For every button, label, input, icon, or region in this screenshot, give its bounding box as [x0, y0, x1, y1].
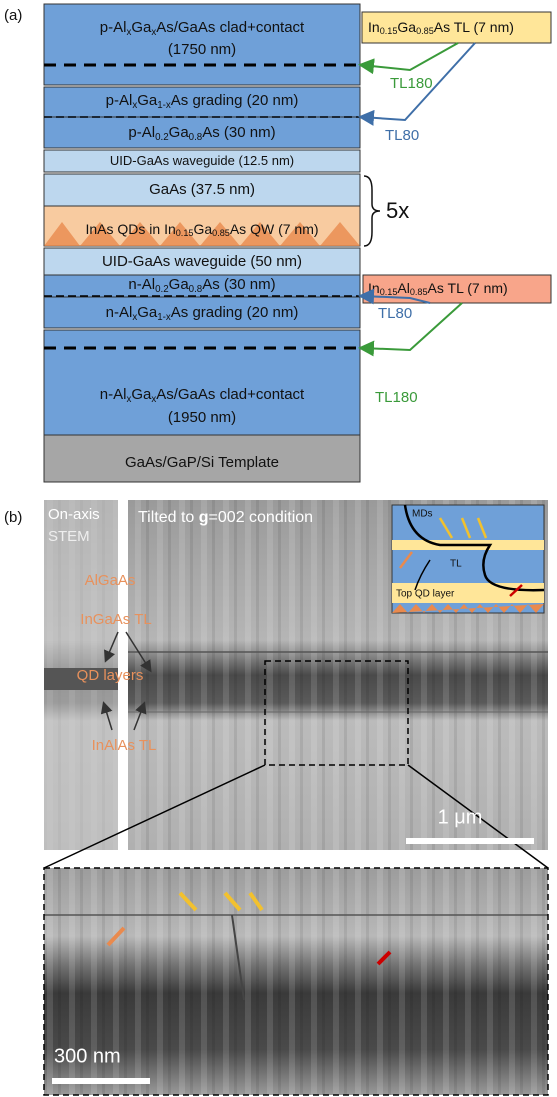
text-run: As QW (7 nm) [230, 221, 319, 237]
text-run: Ga [397, 19, 416, 35]
text-run: Ga [131, 386, 152, 403]
repeat-label: 5x [386, 198, 409, 223]
text-run: Tilted to [138, 509, 199, 526]
layer-label: (1750 nm) [168, 41, 236, 58]
figure: (a) p-AlxGaxAs/GaAs clad+contact (1750 n… [0, 0, 557, 1097]
tl-label: TL180 [375, 389, 418, 406]
text-run: Ga [169, 124, 190, 141]
layer-label: GaAs (37.5 nm) [149, 181, 255, 198]
text-run: 0.85 [410, 287, 428, 297]
text-run: As TL (7 nm) [428, 280, 508, 296]
layer-label: GaAs/GaP/Si Template [125, 454, 279, 471]
text-run: 0.8 [189, 284, 203, 295]
text-run: p-Al [106, 92, 133, 109]
tl-label: TL180 [390, 75, 433, 92]
scale-bar-label: 1 μm [438, 806, 483, 828]
text-run: As grading (20 nm) [171, 92, 299, 109]
inset-label: TL [450, 559, 462, 570]
text-run: As grading (20 nm) [171, 304, 299, 321]
panel-label: (b) [4, 509, 22, 526]
image-label: InAlAs TL [92, 737, 157, 754]
arrow [362, 43, 458, 70]
text-run: Ga [131, 19, 152, 36]
text-run: p-Al [100, 19, 127, 36]
text-run: 1-x [157, 312, 171, 323]
text-run: Al [397, 280, 409, 296]
text-run: 0.85 [416, 26, 434, 36]
layer-label: UID-GaAs waveguide (12.5 nm) [110, 153, 294, 168]
text-run: InAs QDs in In [85, 221, 175, 237]
brace [364, 176, 380, 246]
image-label: On-axis [48, 506, 100, 523]
text-run: As (30 nm) [202, 276, 275, 293]
layer-label: (1950 nm) [168, 409, 236, 426]
text-run: As/GaAs clad+contact [156, 386, 305, 403]
image-label: STEM [48, 528, 90, 545]
tl-label: TL80 [385, 127, 419, 144]
layer-label: p-AlxGaxAs/GaAs clad+contact [100, 19, 305, 38]
text-run: 1-x [157, 100, 171, 111]
inset-label: Top QD layer [396, 589, 455, 600]
text-run: n-Al [100, 386, 127, 403]
text-run: =002 condition [209, 509, 314, 526]
text-run: p-Al [128, 124, 155, 141]
text-run: On-axis [48, 506, 100, 523]
text-run: Ga [193, 221, 212, 237]
text-run: 0.85 [212, 228, 230, 238]
text-run: As TL (7 nm) [434, 19, 514, 35]
text-run: Ga [137, 304, 158, 321]
text-run: GaAs/GaP/Si Template [125, 454, 279, 471]
text-run: 0.15 [380, 26, 398, 36]
scale-bar-label: 300 nm [54, 1045, 121, 1067]
text-run: In [368, 19, 380, 35]
text-run: UID-GaAs waveguide (50 nm) [102, 253, 302, 270]
tl-label: TL80 [378, 305, 412, 322]
scale-bar [406, 838, 534, 844]
text-run: n-Al [128, 276, 155, 293]
text-run: g [199, 509, 209, 526]
image-label: QD layers [77, 667, 144, 684]
image-title: Tilted to g=002 condition [138, 509, 313, 526]
text-run: In [368, 280, 380, 296]
text-run: 0.8 [189, 132, 203, 143]
text-run: Ga [169, 276, 190, 293]
scale-bar [52, 1078, 150, 1084]
layer-label: InAs QDs in In0.15Ga0.85As QW (7 nm) [85, 221, 318, 239]
text-run: 0.2 [155, 132, 169, 143]
text-run: 0.2 [155, 284, 169, 295]
panel-label: (a) [4, 7, 22, 24]
text-run: GaAs (37.5 nm) [149, 181, 255, 198]
image-label: InGaAs TL [80, 611, 151, 628]
layer-label: UID-GaAs waveguide (50 nm) [102, 253, 302, 270]
inset-label: MDs [412, 509, 433, 520]
text-run: n-Al [106, 304, 133, 321]
text-run: 0.15 [176, 228, 194, 238]
text-run: Ga [137, 92, 158, 109]
text-run: As/GaAs clad+contact [156, 19, 305, 36]
layer-label: n-AlxGaxAs/GaAs clad+contact [100, 386, 305, 405]
layer-label: p-Al0.2Ga0.8As (30 nm) [128, 124, 275, 143]
text-run: UID-GaAs waveguide (12.5 nm) [110, 153, 294, 168]
layer-label: n-Al0.2Ga0.8As (30 nm) [128, 276, 275, 295]
text-run: As (30 nm) [202, 124, 275, 141]
image-label: AlGaAs [85, 572, 136, 589]
